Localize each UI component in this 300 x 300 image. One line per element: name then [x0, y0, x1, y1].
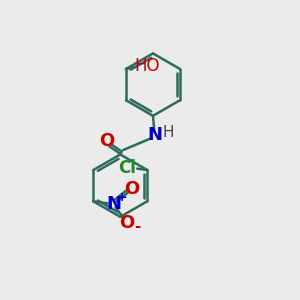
Text: O: O	[119, 214, 134, 232]
Text: H: H	[162, 125, 174, 140]
Text: HO: HO	[135, 57, 160, 75]
Text: N: N	[106, 195, 121, 213]
Text: N: N	[147, 126, 162, 144]
Text: -: -	[134, 219, 140, 234]
Text: O: O	[99, 132, 114, 150]
Text: +: +	[116, 191, 127, 204]
Text: Cl: Cl	[118, 159, 136, 177]
Text: O: O	[124, 180, 140, 198]
